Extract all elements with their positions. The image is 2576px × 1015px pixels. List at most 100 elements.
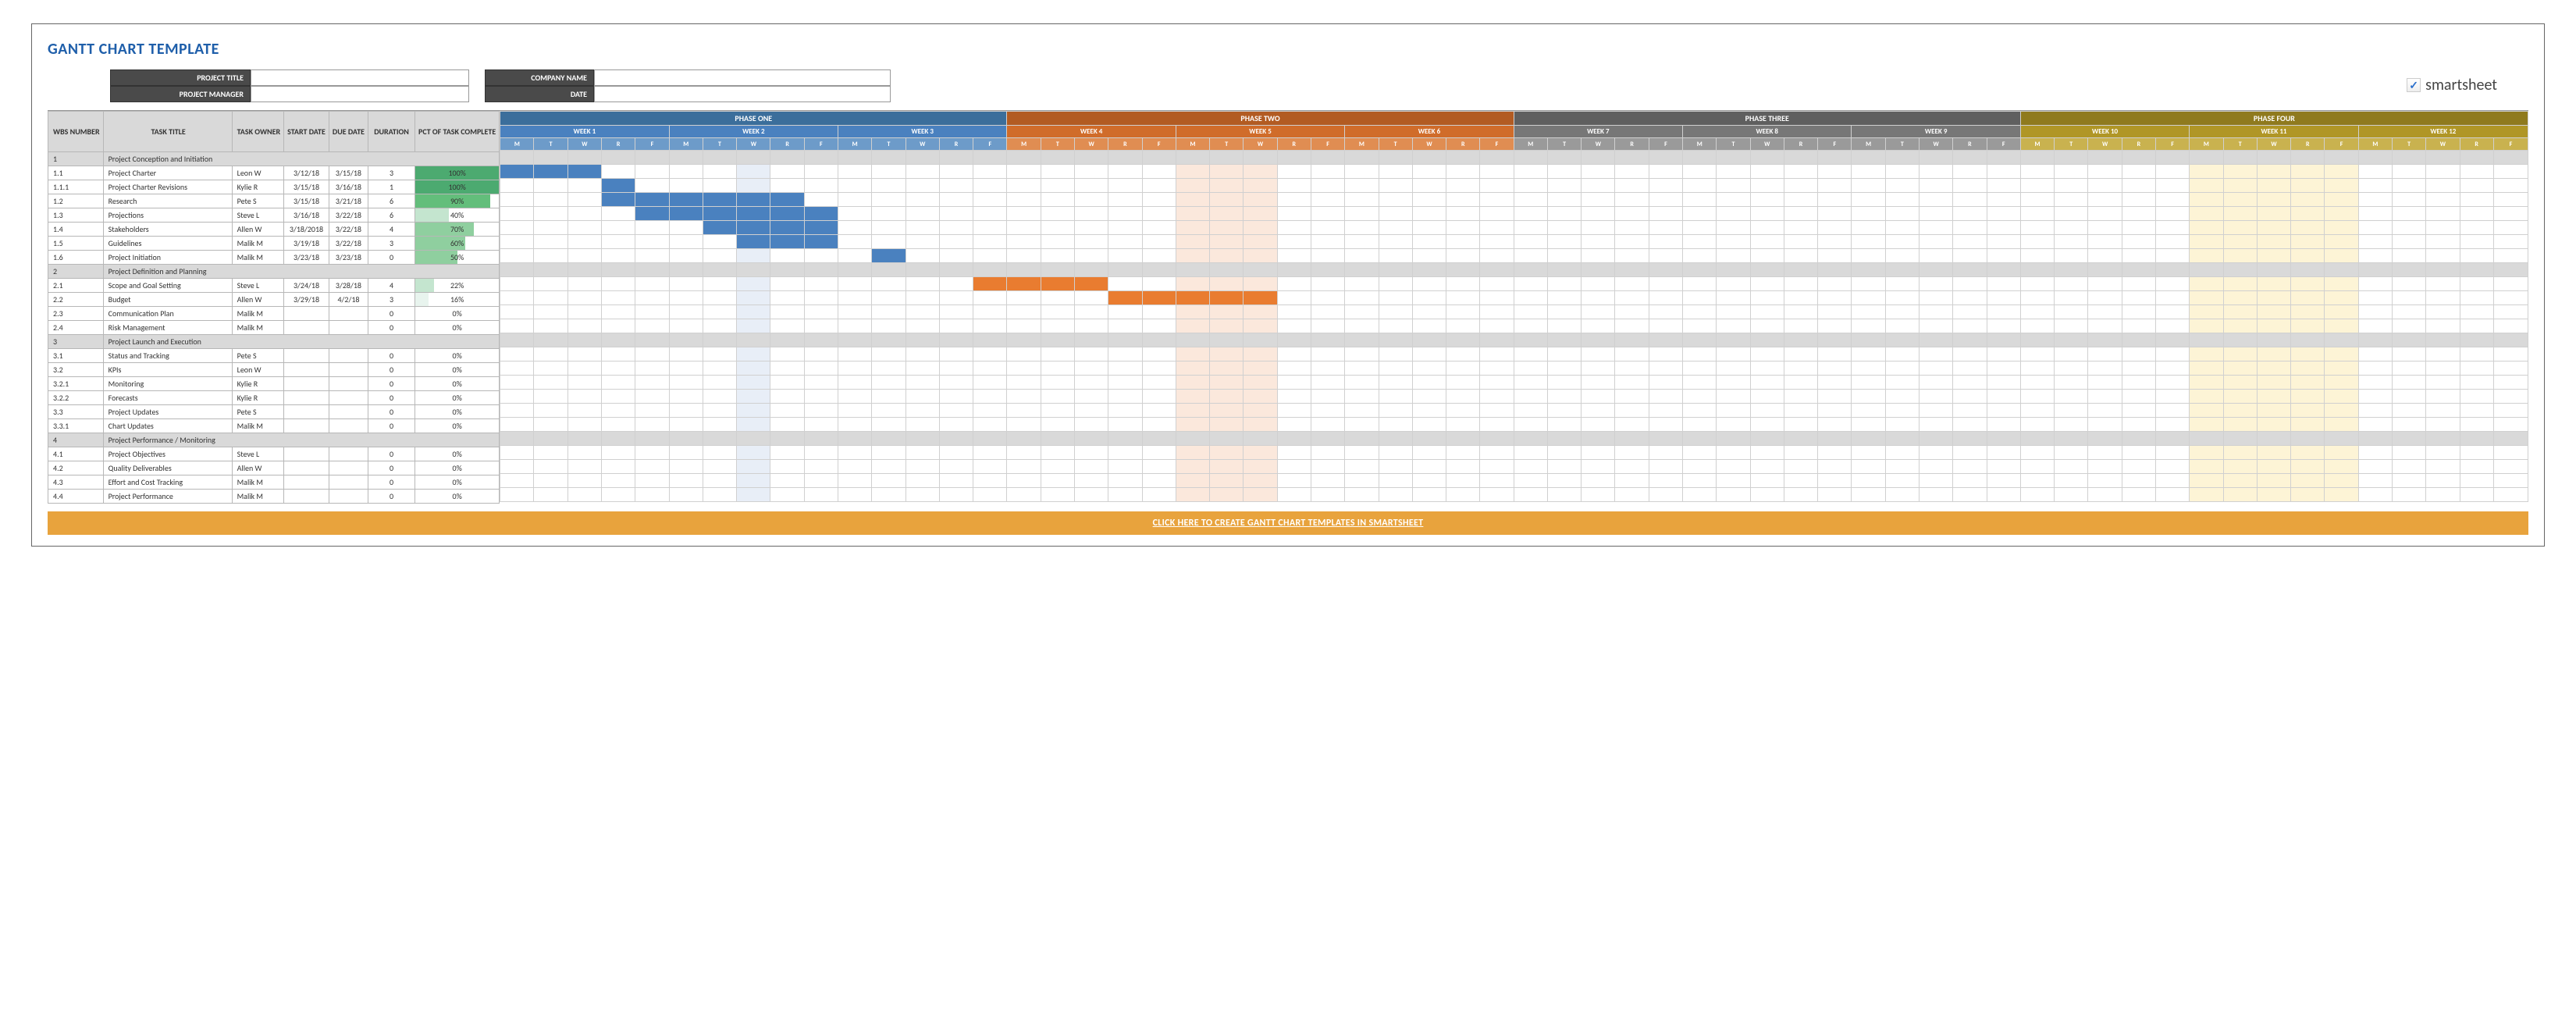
gantt-cell[interactable] [2291,376,2325,390]
gantt-cell[interactable] [1717,347,1750,361]
gantt-cell[interactable] [602,151,635,165]
gantt-cell[interactable] [1379,333,1412,347]
gantt-cell[interactable] [1717,263,1750,277]
gantt-cell[interactable] [1717,333,1750,347]
gantt-cell[interactable] [2426,193,2460,207]
gantt-cell[interactable] [534,460,568,474]
gantt-cell[interactable] [534,404,568,418]
gantt-cell[interactable] [1953,319,1987,333]
gantt-cell[interactable] [2190,333,2223,347]
gantt-cell[interactable] [2122,404,2155,418]
gantt-cell[interactable] [1885,165,1919,179]
gantt-cell[interactable] [872,319,906,333]
gantt-cell[interactable] [2223,179,2257,193]
gantt-cell[interactable] [602,235,635,249]
gantt-cell[interactable] [1345,291,1379,305]
gantt-cell[interactable] [1784,333,1817,347]
gantt-cell[interactable] [1244,291,1277,305]
gantt-cell[interactable] [2325,460,2358,474]
gantt-cell[interactable] [635,488,669,502]
gantt-cell[interactable] [1683,291,1717,305]
gantt-cell[interactable] [500,249,534,263]
gantt-cell[interactable] [500,446,534,460]
gantt-cell[interactable] [1412,305,1446,319]
gantt-cell[interactable] [1277,446,1311,460]
gantt-cell[interactable] [1412,390,1446,404]
gantt-cell[interactable] [804,347,838,361]
gantt-cell[interactable] [1480,249,1514,263]
gantt-cell[interactable] [1885,376,1919,390]
table-row[interactable]: 3.2KPIsLeon W00% [48,363,500,377]
gantt-cell[interactable] [2088,263,2122,277]
gantt-cell[interactable] [1074,446,1108,460]
gantt-cell[interactable] [804,151,838,165]
gantt-cell[interactable] [906,179,939,193]
gantt-cell[interactable] [1108,291,1142,305]
gantt-cell[interactable] [2460,460,2493,474]
gantt-cell[interactable] [2392,488,2425,502]
gantt-cell[interactable] [1885,207,1919,221]
gantt-cell[interactable] [703,390,736,404]
gantt-cell[interactable] [1547,446,1581,460]
gantt-cell[interactable] [1683,319,1717,333]
gantt-cell[interactable] [838,390,872,404]
gantt-cell[interactable] [1277,460,1311,474]
gantt-cell[interactable] [500,179,534,193]
gantt-cell[interactable] [1345,221,1379,235]
gantt-cell[interactable] [1244,319,1277,333]
gantt-cell[interactable] [635,474,669,488]
table-row[interactable]: 2.4Risk ManagementMalik M00% [48,321,500,335]
gantt-cell[interactable] [669,277,703,291]
gantt-cell[interactable] [1379,347,1412,361]
gantt-cell[interactable] [1987,333,2020,347]
gantt-cell[interactable] [939,235,973,249]
gantt-cell[interactable] [2325,263,2358,277]
gantt-cell[interactable] [1885,235,1919,249]
gantt-cell[interactable] [2325,474,2358,488]
gantt-cell[interactable] [2190,446,2223,460]
gantt-cell[interactable] [1210,263,1244,277]
gantt-cell[interactable] [1480,151,1514,165]
gantt-cell[interactable] [2460,418,2493,432]
gantt-cell[interactable] [1818,319,1852,333]
gantt-cell[interactable] [1547,305,1581,319]
gantt-cell[interactable] [635,193,669,207]
gantt-cell[interactable] [2493,446,2528,460]
gantt-cell[interactable] [602,432,635,446]
gantt-cell[interactable] [2190,361,2223,376]
gantt-cell[interactable] [2223,488,2257,502]
gantt-cell[interactable] [872,446,906,460]
gantt-cell[interactable] [1582,319,1615,333]
gantt-cell[interactable] [1244,390,1277,404]
gantt-cell[interactable] [1210,305,1244,319]
gantt-cell[interactable] [1852,488,1885,502]
gantt-cell[interactable] [1176,235,1209,249]
gantt-cell[interactable] [1953,165,1987,179]
gantt-cell[interactable] [872,390,906,404]
gantt-cell[interactable] [1446,277,1480,291]
gantt-cell[interactable] [568,165,601,179]
gantt-cell[interactable] [838,446,872,460]
gantt-cell[interactable] [770,165,804,179]
gantt-cell[interactable] [602,263,635,277]
gantt-cell[interactable] [2155,263,2189,277]
gantt-cell[interactable] [1480,305,1514,319]
gantt-cell[interactable] [1379,418,1412,432]
gantt-cell[interactable] [1615,390,1649,404]
gantt-cell[interactable] [1007,165,1041,179]
gantt-cell[interactable] [1277,193,1311,207]
gantt-cell[interactable] [2223,221,2257,235]
gantt-cell[interactable] [1379,151,1412,165]
gantt-cell[interactable] [1852,235,1885,249]
gantt-cell[interactable] [1244,460,1277,474]
gantt-cell[interactable] [973,376,1007,390]
gantt-cell[interactable] [1142,291,1176,305]
gantt-cell[interactable] [500,193,534,207]
gantt-cell[interactable] [1514,235,1547,249]
gantt-cell[interactable] [2493,249,2528,263]
gantt-cell[interactable] [1920,235,1953,249]
gantt-cell[interactable] [1041,446,1074,460]
gantt-cell[interactable] [1683,221,1717,235]
gantt-cell[interactable] [1311,418,1344,432]
gantt-cell[interactable] [2155,319,2189,333]
